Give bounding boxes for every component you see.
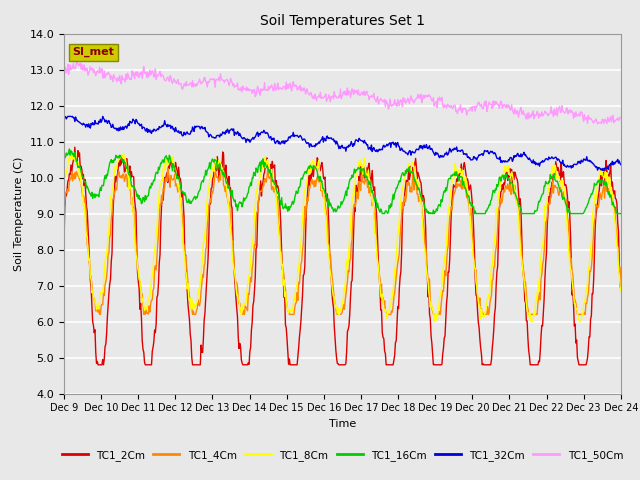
Legend: TC1_2Cm, TC1_4Cm, TC1_8Cm, TC1_16Cm, TC1_32Cm, TC1_50Cm: TC1_2Cm, TC1_4Cm, TC1_8Cm, TC1_16Cm, TC1…	[58, 445, 627, 465]
Text: SI_met: SI_met	[72, 47, 114, 58]
Title: Soil Temperatures Set 1: Soil Temperatures Set 1	[260, 14, 425, 28]
X-axis label: Time: Time	[329, 419, 356, 429]
Y-axis label: Soil Temperature (C): Soil Temperature (C)	[14, 156, 24, 271]
